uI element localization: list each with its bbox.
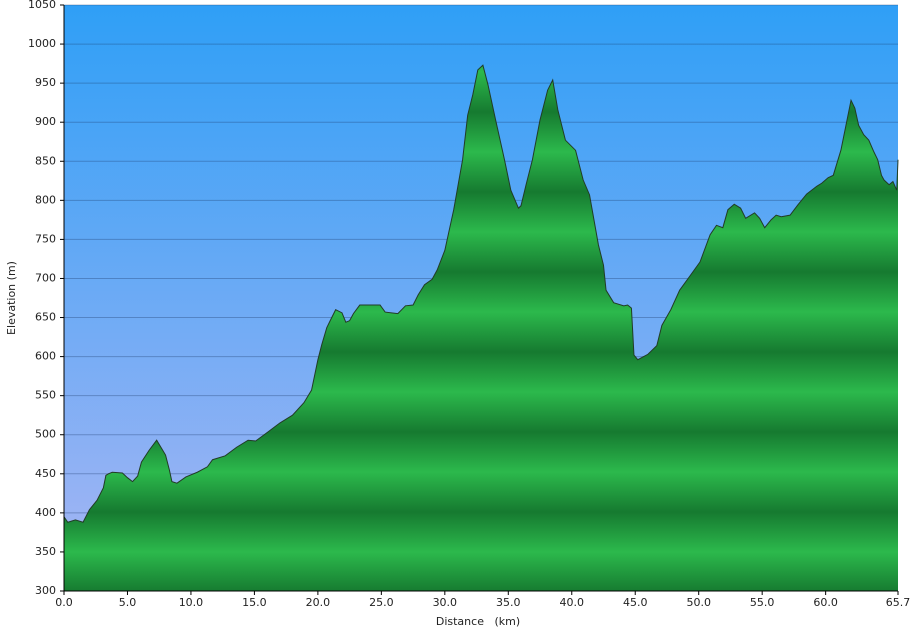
y-tick-label: 750 — [35, 232, 56, 245]
x-tick-label: 50.0 — [686, 596, 711, 609]
x-tick-label: 40.0 — [560, 596, 585, 609]
x-tick-label: 0.0 — [55, 596, 73, 609]
area-line — [63, 64, 899, 523]
x-tick-label: 45.0 — [623, 596, 648, 609]
x-tick-label: 20.0 — [306, 596, 331, 609]
x-tick-label: 30.0 — [433, 596, 458, 609]
y-tick-label: 850 — [35, 154, 56, 167]
x-tick-label: 10.0 — [179, 596, 204, 609]
y-tick-label: 1050 — [28, 0, 56, 11]
y-tick-label: 800 — [35, 193, 56, 206]
x-axis-label: Distance (km) — [436, 615, 520, 628]
x-tick-label: 15.0 — [242, 596, 267, 609]
y-tick-label: 550 — [35, 389, 56, 402]
y-axis-label: Elevation (m) — [5, 261, 18, 335]
y-tick-label: 950 — [35, 76, 56, 89]
x-tick-label: 35.0 — [496, 596, 521, 609]
y-tick-label: 700 — [35, 271, 56, 284]
y-tick-label: 450 — [35, 467, 56, 480]
x-tick-label: 55.0 — [750, 596, 775, 609]
y-tick-label: 300 — [35, 584, 56, 597]
y-tick-label: 650 — [35, 311, 56, 324]
x-tick-label: 65.7 — [886, 596, 911, 609]
y-tick-label: 500 — [35, 428, 56, 441]
x-tick-label: 5.0 — [119, 596, 137, 609]
y-tick-label: 1000 — [28, 37, 56, 50]
x-tick-label: 60.0 — [813, 596, 838, 609]
area-fill — [64, 65, 898, 592]
y-tick-label: 350 — [35, 545, 56, 558]
y-tick-label: 900 — [35, 115, 56, 128]
y-tick-label: 400 — [35, 506, 56, 519]
x-tick-label: 25.0 — [369, 596, 394, 609]
y-tick-label: 600 — [35, 350, 56, 363]
